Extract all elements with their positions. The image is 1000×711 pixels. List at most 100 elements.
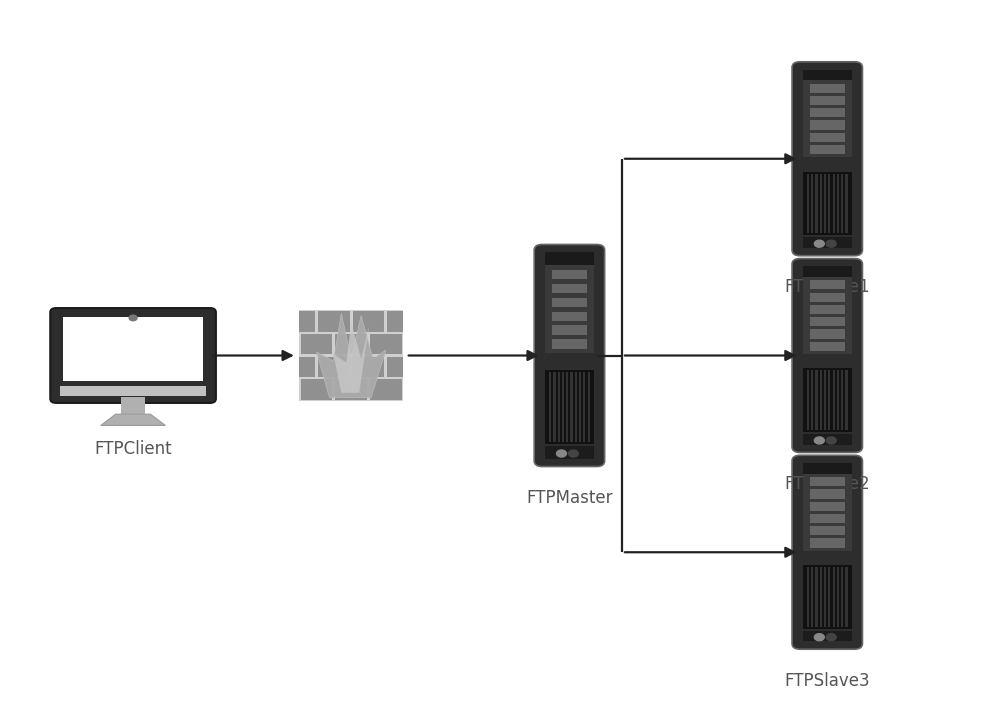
Bar xyxy=(335,333,367,355)
Bar xyxy=(811,173,813,233)
Polygon shape xyxy=(333,323,369,392)
Bar xyxy=(841,173,843,233)
Bar xyxy=(299,310,403,401)
Bar xyxy=(803,368,852,432)
Bar xyxy=(837,567,839,627)
Bar xyxy=(845,173,848,233)
Circle shape xyxy=(129,315,137,321)
Bar xyxy=(562,373,564,442)
Bar xyxy=(803,631,852,641)
Bar xyxy=(301,380,332,400)
Text: FTPClient: FTPClient xyxy=(94,440,172,458)
Bar xyxy=(810,108,845,117)
Bar xyxy=(833,173,835,233)
Bar xyxy=(810,293,845,301)
Bar xyxy=(810,145,845,154)
Bar xyxy=(545,265,594,353)
Bar xyxy=(820,370,822,430)
Bar xyxy=(807,173,809,233)
Text: FTPSlave3: FTPSlave3 xyxy=(784,672,870,690)
Bar xyxy=(833,370,835,430)
Bar xyxy=(552,311,587,321)
Bar xyxy=(803,80,852,157)
Circle shape xyxy=(826,634,836,641)
Bar xyxy=(807,567,809,627)
Bar xyxy=(828,370,830,430)
Circle shape xyxy=(557,450,566,457)
Bar xyxy=(63,317,203,381)
Circle shape xyxy=(826,437,836,444)
Bar xyxy=(828,173,830,233)
Bar xyxy=(552,269,587,279)
FancyBboxPatch shape xyxy=(792,62,862,256)
Bar xyxy=(845,567,848,627)
Bar xyxy=(810,502,845,510)
Text: FTPSlave2: FTPSlave2 xyxy=(784,475,870,493)
Bar xyxy=(803,565,852,629)
Text: FTPMaster: FTPMaster xyxy=(526,489,613,507)
Bar xyxy=(841,567,843,627)
Bar xyxy=(60,386,206,396)
Bar xyxy=(552,284,587,293)
Bar xyxy=(810,477,845,486)
Bar xyxy=(803,266,852,277)
Bar xyxy=(815,567,818,627)
Polygon shape xyxy=(317,314,386,397)
Bar xyxy=(570,373,573,442)
Bar xyxy=(803,237,852,248)
Circle shape xyxy=(814,437,824,444)
Bar xyxy=(803,463,852,474)
Bar xyxy=(549,373,551,442)
Bar xyxy=(820,567,822,627)
Bar xyxy=(810,489,845,498)
Bar xyxy=(810,514,845,523)
FancyBboxPatch shape xyxy=(792,259,862,452)
Bar xyxy=(810,133,845,141)
Bar xyxy=(558,373,560,442)
Bar xyxy=(318,356,350,378)
Bar xyxy=(815,370,818,430)
Bar xyxy=(837,173,839,233)
Bar xyxy=(824,370,826,430)
Bar xyxy=(810,305,845,314)
Bar xyxy=(370,380,402,400)
Bar xyxy=(803,434,852,445)
Bar xyxy=(810,342,845,351)
Bar xyxy=(841,370,843,430)
Bar xyxy=(810,329,845,338)
Bar xyxy=(810,84,845,92)
Bar xyxy=(299,311,315,331)
Bar xyxy=(301,333,332,355)
Bar xyxy=(820,173,822,233)
Circle shape xyxy=(814,634,824,641)
Bar xyxy=(810,120,845,129)
Bar xyxy=(810,317,845,326)
Bar xyxy=(335,380,367,400)
Bar xyxy=(353,311,384,331)
Bar xyxy=(545,370,594,444)
Bar xyxy=(845,370,848,430)
Bar xyxy=(552,339,587,348)
FancyBboxPatch shape xyxy=(534,245,605,466)
Text: FTPSlave1: FTPSlave1 xyxy=(784,278,870,296)
Bar xyxy=(810,526,845,535)
Circle shape xyxy=(568,450,578,457)
Bar xyxy=(566,373,568,442)
Bar xyxy=(588,373,590,442)
Bar xyxy=(811,370,813,430)
Bar xyxy=(583,373,585,442)
Bar xyxy=(353,356,384,378)
Bar xyxy=(387,311,403,331)
Bar xyxy=(803,474,852,551)
Circle shape xyxy=(814,240,824,247)
Bar xyxy=(575,373,577,442)
FancyBboxPatch shape xyxy=(50,308,216,403)
Bar xyxy=(553,373,556,442)
Bar xyxy=(552,326,587,335)
Bar xyxy=(545,446,594,459)
Bar xyxy=(828,567,830,627)
Bar xyxy=(545,252,594,265)
Bar xyxy=(387,356,403,378)
Bar xyxy=(824,567,826,627)
Bar xyxy=(803,171,852,235)
